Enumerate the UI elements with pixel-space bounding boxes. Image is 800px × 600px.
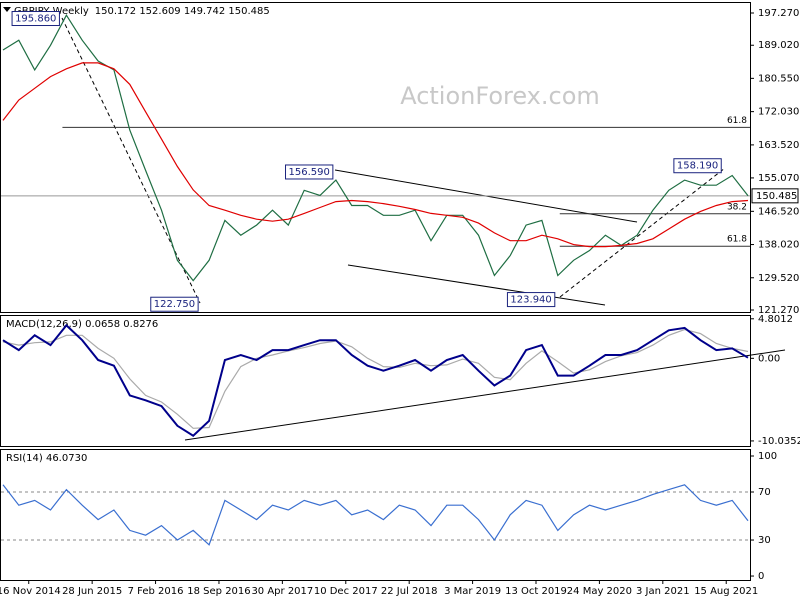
y-tick-label: 100 xyxy=(758,451,777,462)
y-tick-label: 30 xyxy=(758,535,771,546)
y-tick-label: 4.8012 xyxy=(758,314,793,325)
panel-subtitle: 150.172 152.609 149.742 150.485 xyxy=(95,6,270,17)
x-tick-label: 28 Jun 2015 xyxy=(62,586,122,597)
annotation-label: 122.750 xyxy=(154,299,195,310)
trend-line xyxy=(61,17,201,304)
last-value-label: 150.485 xyxy=(756,191,797,202)
rsi-panel xyxy=(0,449,751,581)
panel-title: MACD(12,26,9) 0.0658 0.8276 xyxy=(6,319,158,330)
x-tick-label: 24 May 2020 xyxy=(567,586,632,597)
y-tick-label: 180.550 xyxy=(758,73,799,84)
series-line xyxy=(2,328,749,429)
fib-label: 61.8 xyxy=(727,235,747,245)
x-tick-label: 30 Apr 2017 xyxy=(251,586,313,597)
y-tick-label: 0 xyxy=(758,571,764,582)
y-tick-label: 129.520 xyxy=(758,273,799,284)
y-tick-label: -10.0352 xyxy=(758,436,800,447)
trend-line xyxy=(184,349,786,441)
y-tick-label: 0.00 xyxy=(758,353,780,364)
y-tick-label: 70 xyxy=(758,487,771,498)
watermark: ActionForex.com xyxy=(400,82,600,110)
annotation-label: 158.190 xyxy=(677,161,718,172)
series-line xyxy=(2,62,749,248)
series-line xyxy=(2,323,749,437)
annotation-box xyxy=(285,164,334,180)
menu-icon xyxy=(3,7,11,12)
x-tick-label: 3 Mar 2019 xyxy=(444,586,501,597)
y-tick-label: 121.270 xyxy=(758,305,799,316)
last-value-box xyxy=(751,188,799,204)
y-tick-label: 163.520 xyxy=(758,140,799,151)
annotation-box xyxy=(150,296,199,312)
trend-line xyxy=(347,264,606,306)
y-tick-label: 155.070 xyxy=(758,173,799,184)
annotation-label: 156.590 xyxy=(289,167,330,178)
price-panel xyxy=(0,2,751,313)
y-tick-label: 197.270 xyxy=(758,8,799,19)
x-tick-label: 13 Oct 2019 xyxy=(505,586,567,597)
annotation-label: 195.860 xyxy=(15,14,56,25)
series-line xyxy=(2,14,749,282)
x-tick-label: 3 Jan 2021 xyxy=(636,586,690,597)
annotation-label: 123.940 xyxy=(510,295,551,306)
y-tick-label: 138.020 xyxy=(758,240,799,251)
panel-title: RSI(14) 46.0730 xyxy=(6,453,87,464)
macd-panel xyxy=(0,315,751,447)
fib-label: 61.8 xyxy=(727,116,747,126)
series-line xyxy=(2,484,749,546)
y-tick-label: 189.020 xyxy=(758,40,799,51)
x-tick-label: 7 Feb 2016 xyxy=(128,586,184,597)
x-tick-label: 22 Jul 2018 xyxy=(381,586,438,597)
x-tick-label: 16 Nov 2014 xyxy=(0,586,61,597)
y-tick-label: 172.030 xyxy=(758,107,799,118)
annotation-box xyxy=(673,158,722,174)
annotation-box xyxy=(11,11,60,27)
y-tick-label: 146.520 xyxy=(758,206,799,217)
annotation-box xyxy=(506,292,556,308)
x-tick-label: 18 Sep 2016 xyxy=(187,586,250,597)
fib-label: 38.2 xyxy=(727,202,747,212)
x-tick-label: 10 Dec 2017 xyxy=(314,586,378,597)
x-tick-label: 15 Aug 2021 xyxy=(694,586,758,597)
